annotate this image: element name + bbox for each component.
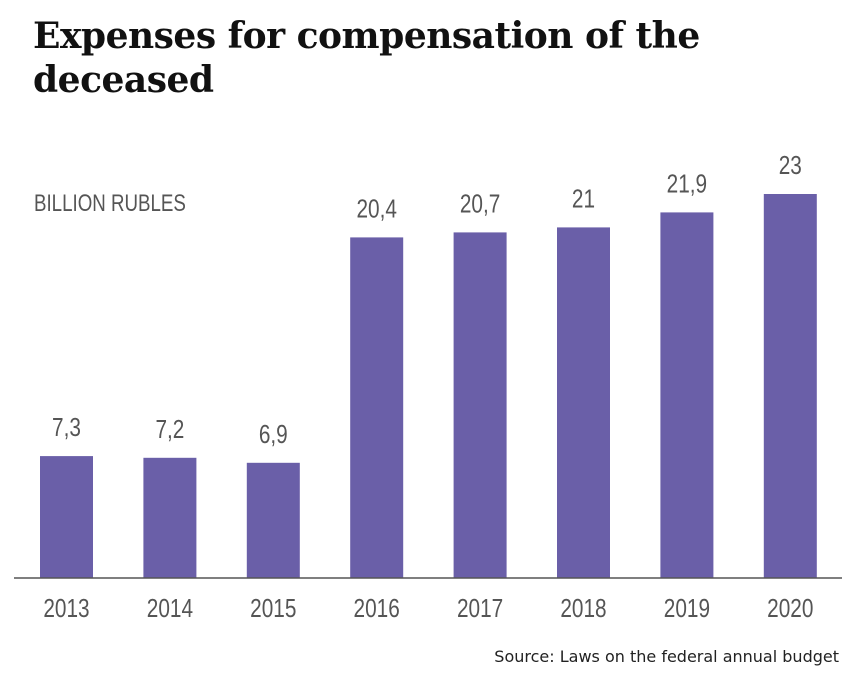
bar-2018 — [557, 227, 610, 578]
value-label-2013: 7,3 — [52, 413, 81, 442]
x-tick-2016: 2016 — [354, 594, 400, 623]
value-label-2018: 21 — [572, 184, 595, 213]
bar-2019 — [660, 212, 714, 578]
bar-2015 — [246, 462, 300, 578]
value-label-2019: 21,9 — [667, 169, 707, 198]
bars-group — [40, 194, 817, 578]
x-tick-2020: 2020 — [767, 594, 813, 623]
unit-label: BILLION RUBLES — [34, 190, 186, 217]
value-label-2020: 23 — [779, 151, 802, 180]
x-tick-2019: 2019 — [664, 594, 710, 623]
source-note: Source: Laws on the federal annual budge… — [494, 647, 839, 666]
bar-2017 — [453, 232, 507, 578]
value-label-2015: 6,9 — [259, 420, 288, 449]
value-label-2016: 20,4 — [356, 194, 396, 223]
bar-2020 — [763, 194, 817, 578]
x-tick-2017: 2017 — [457, 594, 503, 623]
value-labels-group: 7,3 7,2 6,9 20,4 20,7 21 21,9 23 — [52, 151, 802, 449]
value-label-2014: 7,2 — [155, 415, 184, 444]
x-tick-2013: 2013 — [43, 594, 89, 623]
x-tick-2014: 2014 — [147, 594, 193, 623]
bar-2014 — [143, 457, 197, 578]
x-tick-2015: 2015 — [250, 594, 296, 623]
value-label-2017: 20,7 — [460, 189, 500, 218]
bar-2013 — [40, 456, 93, 578]
x-tick-labels-group: 2013 2014 2015 2016 2017 2018 2019 2020 — [43, 594, 813, 623]
x-tick-2018: 2018 — [560, 594, 606, 623]
bar-2016 — [350, 237, 404, 578]
chart-title: Expenses for compensation of the decease… — [33, 15, 700, 101]
